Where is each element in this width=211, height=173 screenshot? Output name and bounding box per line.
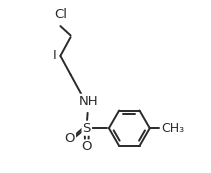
Text: O: O bbox=[65, 132, 75, 145]
Text: I: I bbox=[53, 49, 57, 62]
Text: O: O bbox=[81, 140, 92, 153]
Text: CH₃: CH₃ bbox=[162, 122, 185, 135]
Text: S: S bbox=[83, 122, 91, 135]
Text: NH: NH bbox=[79, 95, 98, 108]
Text: Cl: Cl bbox=[54, 8, 67, 21]
